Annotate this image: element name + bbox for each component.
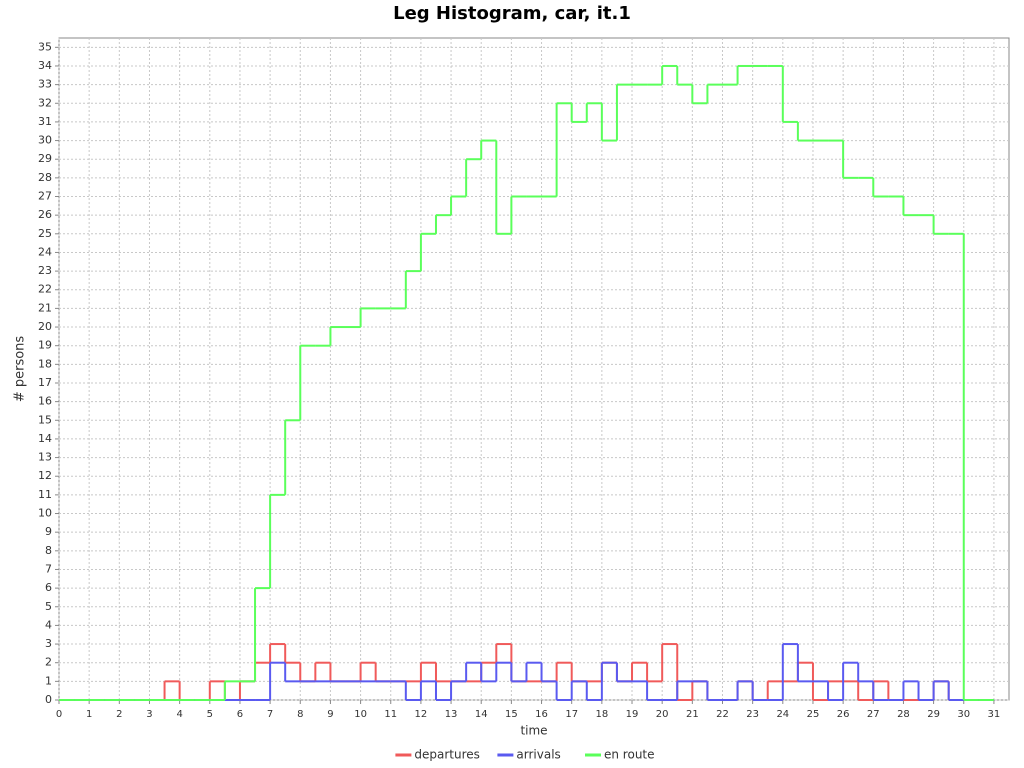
x-tick-label: 28 <box>897 709 910 720</box>
y-tick-label: 10 <box>38 507 52 520</box>
y-tick-label: 20 <box>38 320 52 333</box>
y-tick-label: 18 <box>38 357 52 370</box>
x-tick-label: 1 <box>86 709 92 720</box>
x-tick-label: 19 <box>626 709 639 720</box>
y-tick-label: 25 <box>38 227 52 240</box>
x-tick-label: 23 <box>746 709 759 720</box>
y-tick-label: 8 <box>45 544 52 557</box>
x-tick-label: 15 <box>505 709 518 720</box>
y-tick-label: 34 <box>38 59 52 72</box>
y-tick-label: 23 <box>38 264 52 277</box>
x-tick-label: 21 <box>686 709 699 720</box>
x-tick-label: 20 <box>656 709 669 720</box>
x-tick-label: 31 <box>988 709 1001 720</box>
x-tick-label: 3 <box>146 709 152 720</box>
y-tick-label: 35 <box>38 40 52 53</box>
y-tick-label: 6 <box>45 581 52 594</box>
y-tick-label: 15 <box>38 413 52 426</box>
y-tick-label: 11 <box>38 488 52 501</box>
x-tick-label: 12 <box>415 709 428 720</box>
y-tick-label: 29 <box>38 152 52 165</box>
x-tick-label: 24 <box>776 709 789 720</box>
x-tick-label: 27 <box>867 709 880 720</box>
x-tick-label: 29 <box>927 709 940 720</box>
x-tick-label: 25 <box>807 709 820 720</box>
x-tick-label: 2 <box>116 709 122 720</box>
x-tick-label: 9 <box>327 709 333 720</box>
y-tick-label: 27 <box>38 190 52 203</box>
plot-area <box>58 37 1010 701</box>
x-tick-label: 6 <box>237 709 243 720</box>
y-tick-label: 26 <box>38 208 52 221</box>
y-tick-label: 32 <box>38 96 52 109</box>
y-tick-label: 17 <box>38 376 52 389</box>
x-tick-label: 18 <box>595 709 608 720</box>
y-tick-label: 33 <box>38 78 52 91</box>
x-tick-label: 30 <box>957 709 970 720</box>
y-tick-label: 22 <box>38 283 52 296</box>
x-tick-label: 26 <box>837 709 850 720</box>
x-tick-label: 10 <box>354 709 367 720</box>
x-tick-label: 0 <box>56 709 62 720</box>
y-tick-label: 13 <box>38 451 52 464</box>
legend-label: arrivals <box>516 748 560 762</box>
x-tick-label: 16 <box>535 709 548 720</box>
y-tick-label: 14 <box>38 432 52 445</box>
chart-title: Leg Histogram, car, it.1 <box>393 3 631 24</box>
y-tick-label: 28 <box>38 171 52 184</box>
legend-label: departures <box>414 748 480 762</box>
x-tick-label: 13 <box>445 709 458 720</box>
y-tick-label: 24 <box>38 245 52 258</box>
y-tick-label: 3 <box>45 637 52 650</box>
x-tick-label: 8 <box>297 709 303 720</box>
y-tick-label: 9 <box>45 525 52 538</box>
y-tick-label: 19 <box>38 339 52 352</box>
y-tick-label: 2 <box>45 656 52 669</box>
x-tick-label: 4 <box>176 709 182 720</box>
x-axis-label: time <box>520 724 547 738</box>
y-tick-label: 1 <box>45 674 52 687</box>
y-tick-label: 12 <box>38 469 52 482</box>
x-tick-label: 17 <box>565 709 578 720</box>
legend-label: en route <box>604 748 655 762</box>
y-tick-label: 0 <box>45 693 52 706</box>
y-tick-label: 4 <box>45 618 52 631</box>
y-tick-label: 7 <box>45 562 52 575</box>
x-tick-label: 14 <box>475 709 488 720</box>
x-tick-label: 7 <box>267 709 273 720</box>
x-tick-label: 5 <box>207 709 213 720</box>
y-tick-label: 21 <box>38 301 52 314</box>
y-tick-label: 30 <box>38 134 52 147</box>
y-tick-label: 31 <box>38 115 52 128</box>
y-axis-label: # persons <box>13 336 28 403</box>
x-tick-label: 11 <box>384 709 397 720</box>
y-tick-label: 5 <box>45 600 52 613</box>
x-tick-label: 22 <box>716 709 729 720</box>
y-tick-label: 16 <box>38 395 52 408</box>
